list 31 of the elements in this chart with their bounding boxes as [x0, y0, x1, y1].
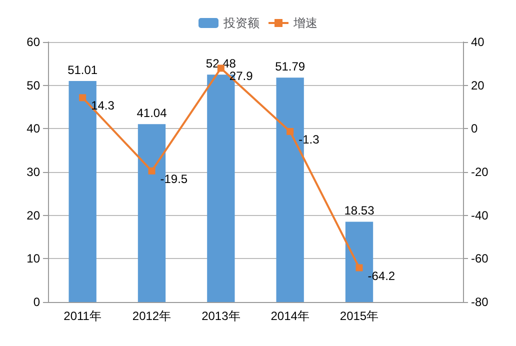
y-tick-label: 40 — [26, 122, 40, 136]
x-tick-label: 2012年 — [132, 309, 172, 323]
y-tick-label: 10 — [26, 252, 40, 266]
y-tick-label: 30 — [26, 165, 40, 179]
data-label: 41.04 — [136, 106, 168, 120]
point — [286, 128, 294, 135]
data-label: 52.48 — [206, 56, 236, 71]
point — [79, 94, 86, 102]
x-tick-label: 2014年 — [270, 309, 310, 323]
legend-label: 投资额 — [222, 16, 260, 30]
y-tick-label: 50 — [26, 78, 40, 92]
y2-tick-label: -60 — [471, 252, 489, 266]
y2-tick-label: -20 — [471, 165, 489, 179]
y-tick-label: 60 — [26, 35, 40, 49]
data-label: 27.9 — [229, 69, 254, 84]
point — [148, 167, 156, 174]
y-tick-label: 20 — [26, 208, 40, 222]
x-tick-label: 2015年 — [340, 309, 379, 323]
y2-tick-label: -80 — [471, 295, 489, 309]
y2-tick-label: 20 — [471, 78, 485, 92]
y-tick-label: 0 — [33, 295, 40, 309]
y2-tick-label: 0 — [471, 122, 478, 136]
y2-tick-label: -40 — [471, 208, 489, 222]
x-tick-label: 2013年 — [202, 309, 240, 323]
y2-tick-label: 40 — [471, 35, 485, 49]
legend-label: 增速 — [292, 16, 318, 30]
data-label: 51.01 — [68, 62, 98, 77]
data-label: 18.53 — [344, 204, 375, 218]
data-label: 51.79 — [275, 60, 306, 74]
point — [356, 264, 363, 272]
x-tick-label: 2011年 — [64, 309, 102, 323]
